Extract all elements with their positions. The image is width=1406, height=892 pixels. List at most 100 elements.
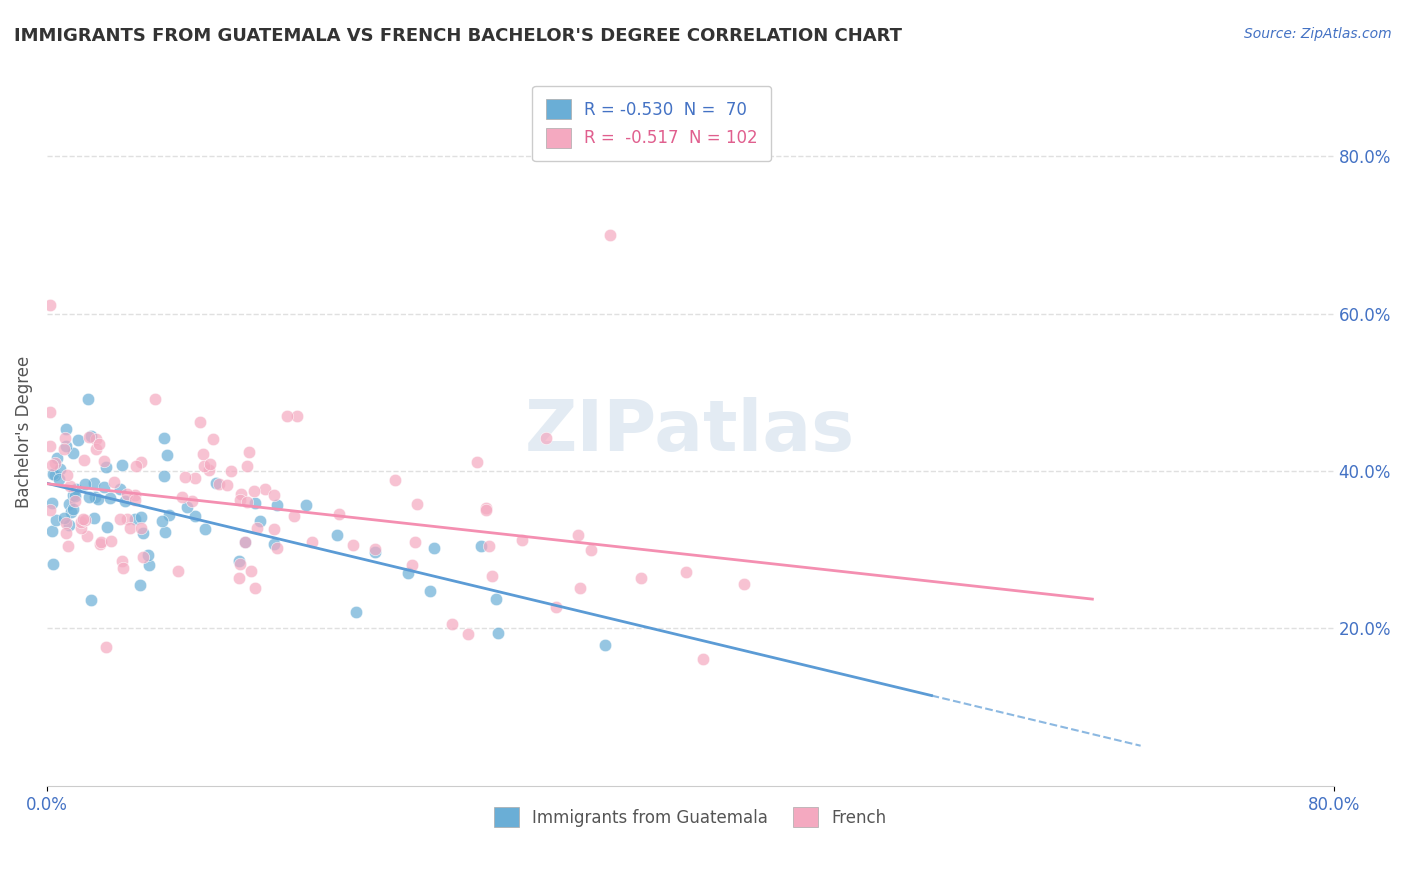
Point (124, 493, 146, 508)
Point (114, 493, 136, 508)
Point (229, 493, 252, 508)
Point (364, 542, 387, 557)
Point (70, 521, 93, 535)
Point (39, 405, 62, 419)
Legend: Immigrants from Guatemala, French: Immigrants from Guatemala, French (488, 800, 893, 834)
Point (45, 513, 67, 527)
Point (263, 537, 285, 551)
Point (190, 415, 212, 429)
Point (184, 508, 207, 523)
Point (485, 592, 508, 607)
Point (103, 475, 125, 489)
Point (215, 478, 238, 492)
Point (52, 442, 75, 456)
Point (153, 469, 176, 483)
Point (465, 455, 488, 469)
Point (344, 605, 367, 619)
Point (129, 455, 152, 469)
Point (93, 480, 115, 494)
Point (131, 526, 153, 541)
Point (132, 550, 155, 565)
Point (198, 463, 221, 477)
Point (219, 464, 242, 478)
Point (342, 538, 364, 552)
Point (115, 487, 138, 501)
Point (138, 558, 160, 572)
Point (117, 512, 139, 526)
Point (406, 497, 429, 511)
Point (80, 429, 103, 443)
Point (58, 497, 80, 511)
Point (228, 553, 250, 567)
Point (157, 508, 180, 522)
Point (86, 432, 108, 446)
Point (481, 568, 503, 582)
Point (62, 502, 84, 516)
Point (581, 543, 603, 558)
Point (111, 560, 134, 574)
Point (80, 592, 103, 607)
Point (49, 462, 72, 476)
Point (66, 433, 89, 447)
Point (205, 476, 228, 491)
Point (276, 409, 298, 423)
Point (124, 488, 146, 502)
Point (62, 488, 84, 502)
Point (53, 431, 76, 445)
Point (55, 422, 77, 436)
Text: Source: ZipAtlas.com: Source: ZipAtlas.com (1244, 27, 1392, 41)
Point (98, 491, 121, 506)
Point (55, 525, 77, 540)
Point (86, 491, 108, 506)
Point (184, 471, 207, 485)
Point (198, 457, 221, 471)
Point (236, 459, 259, 474)
Point (41, 458, 63, 473)
Point (364, 545, 387, 559)
Point (110, 554, 132, 568)
Point (263, 488, 285, 502)
Point (62, 446, 84, 460)
Point (266, 541, 288, 555)
Point (208, 476, 231, 491)
Point (243, 582, 266, 596)
Point (404, 534, 426, 549)
Point (153, 431, 176, 445)
Point (254, 482, 277, 496)
Point (384, 473, 406, 487)
Point (84, 442, 107, 457)
Point (110, 512, 132, 526)
Point (568, 582, 591, 596)
Point (294, 498, 316, 512)
Point (39, 439, 62, 453)
Point (94, 460, 117, 475)
Point (45, 450, 67, 465)
Point (285, 409, 308, 423)
Point (76, 392, 98, 406)
Point (52, 511, 75, 525)
Point (236, 495, 259, 509)
Point (263, 522, 285, 536)
Point (170, 490, 193, 504)
Point (593, 638, 616, 652)
Point (56, 539, 79, 553)
Point (41, 496, 63, 510)
Point (59, 478, 82, 492)
Point (153, 524, 176, 539)
Point (55, 467, 77, 482)
Point (245, 496, 267, 510)
Point (176, 500, 198, 515)
Point (733, 577, 755, 591)
Point (39, 298, 62, 312)
Point (44, 468, 66, 483)
Point (72, 512, 94, 526)
Point (675, 565, 697, 579)
Point (84, 490, 107, 504)
Point (228, 571, 250, 585)
Point (233, 535, 256, 549)
Point (193, 458, 215, 473)
Point (69, 515, 91, 529)
Point (63, 489, 86, 503)
Point (201, 432, 224, 446)
Point (65, 483, 87, 497)
